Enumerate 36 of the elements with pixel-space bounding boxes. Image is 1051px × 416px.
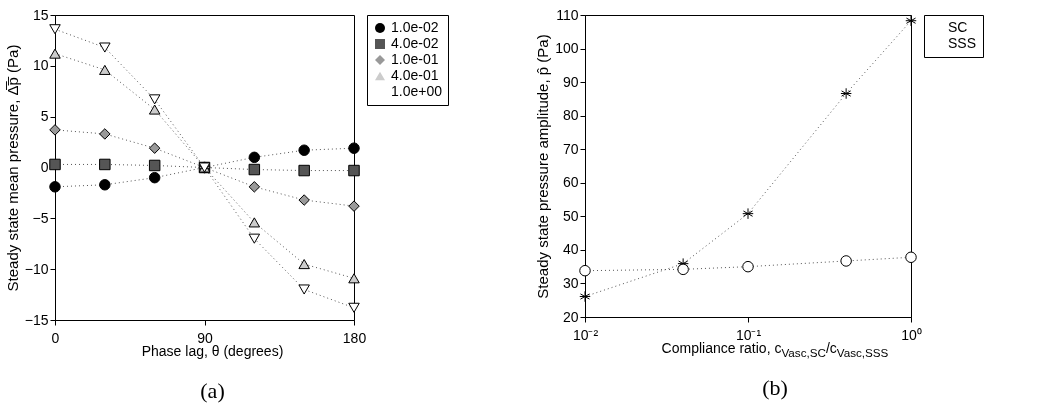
y-tick-label: 80 <box>562 107 579 124</box>
legend-label: 4.0e-02 <box>391 35 439 51</box>
y-tick-label: 10 <box>32 57 49 74</box>
y-axis-title: Steady state mean pressure, Δ̅p̅ (Pa) <box>3 44 21 292</box>
x-axis-title: Compliance ratio, c$_{Vasc,SC}$/c$_{Vasc,SSS}$ <box>661 340 889 359</box>
x-tick-label: 180 <box>342 329 367 346</box>
x-tick-label: 90 <box>197 329 213 346</box>
text: SSS <box>948 35 977 51</box>
y-tick-label: 100 <box>555 40 579 57</box>
y-tick-label: 90 <box>562 73 579 90</box>
text: (a) <box>200 378 225 404</box>
x-tick-label: 10⁰ <box>901 326 922 343</box>
legend-label: 1.0e-02 <box>391 19 439 35</box>
y-tick-label: 15 <box>32 6 49 23</box>
y-tick-label: 20 <box>562 308 579 325</box>
legend-label: 1.0e-01 <box>391 51 439 67</box>
y-tick-label: 40 <box>562 241 579 258</box>
y-tick-label: 30 <box>562 274 579 291</box>
y-tick-label: −10 <box>24 260 49 277</box>
x-tick-label: 0 <box>51 329 60 346</box>
y-tick-label: 60 <box>562 174 579 191</box>
text: 1.0e+00 <box>391 83 443 99</box>
x-tick-label: 10⁻² <box>572 326 599 343</box>
y-tick-label: −15 <box>24 311 49 328</box>
legend-label: 4.0e-01 <box>391 67 439 83</box>
y-tick-label: 50 <box>562 207 579 224</box>
x-axis-title: Phase lag, θ (degrees) <box>141 343 284 359</box>
y-tick-label: −5 <box>32 209 49 226</box>
y-tick-label: 0 <box>40 159 49 175</box>
text: SC <box>948 19 968 35</box>
text: (b) <box>762 375 788 401</box>
x-tick-label: 10⁻¹ <box>735 326 762 343</box>
y-tick-label: 70 <box>562 140 579 157</box>
y-axis-title: Steady state pressure amplitude, p̂ (Pa) <box>534 34 552 299</box>
y-tick-label: 110 <box>556 6 579 23</box>
y-tick-label: 5 <box>40 108 49 125</box>
